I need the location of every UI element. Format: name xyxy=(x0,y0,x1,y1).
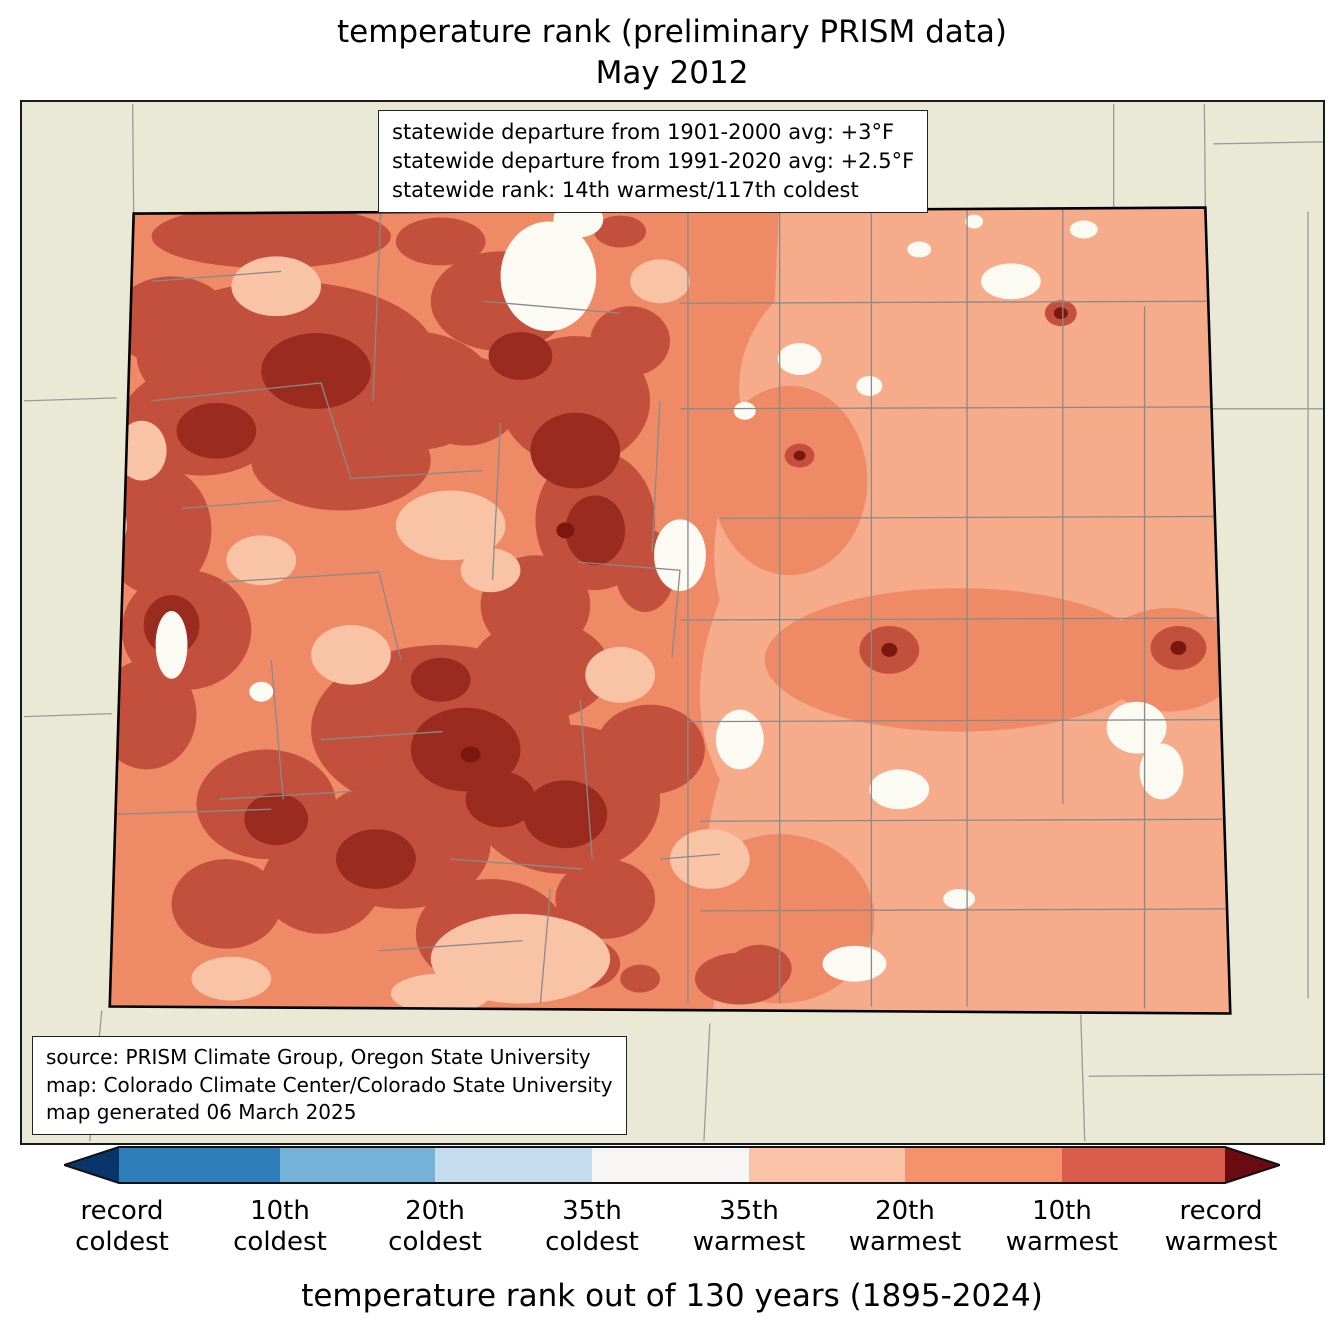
colorbar-segments xyxy=(119,1147,1225,1183)
colorbar-svg xyxy=(60,1146,1284,1184)
source-line-3: map generated 06 March 2025 xyxy=(46,1100,357,1125)
legend-label-35th-coldest: 35th coldest xyxy=(545,1196,639,1257)
state-fill-art xyxy=(109,207,1231,1014)
page-title: temperature rank (preliminary PRISM data… xyxy=(0,12,1344,94)
legend-label-record-warmest: record warmest xyxy=(1164,1196,1278,1257)
source-box: source: PRISM Climate Group, Oregon Stat… xyxy=(32,1036,627,1135)
source-line-2: map: Colorado Climate Center/Colorado St… xyxy=(46,1072,613,1097)
legend-label-record-coldest: record coldest xyxy=(75,1196,169,1257)
stats-line-2: statewide departure from 1991-2020 avg: … xyxy=(392,148,915,173)
county-lines xyxy=(113,207,1229,1009)
legend-label-35th-warmest: 35th warmest xyxy=(692,1196,806,1257)
pale-patches xyxy=(116,256,750,1014)
stats-line-3: statewide rank: 14th warmest/117th colde… xyxy=(392,177,859,202)
colorbar-arrow-left xyxy=(64,1147,119,1183)
title-line-2: May 2012 xyxy=(595,54,749,91)
legend-label-20th-warmest: 20th warmest xyxy=(848,1196,962,1257)
colorado-map xyxy=(22,102,1323,1143)
statewide-stats-box: statewide departure from 1901-2000 avg: … xyxy=(378,110,929,213)
record-warmest-spots xyxy=(460,307,1187,763)
stats-line-1: statewide departure from 1901-2000 avg: … xyxy=(392,120,895,144)
colorbar-caption: temperature rank out of 130 years (1895-… xyxy=(301,1278,1043,1314)
legend-label-10th-warmest: 10th warmest xyxy=(1005,1196,1119,1257)
source-line-1: source: PRISM Climate Group, Oregon Stat… xyxy=(46,1045,591,1069)
legend-label-10th-coldest: 10th coldest xyxy=(233,1196,327,1257)
legend-label-20th-coldest: 20th coldest xyxy=(388,1196,482,1257)
colorbar-arrow-right xyxy=(1225,1147,1280,1183)
title-line-1: temperature rank (preliminary PRISM data… xyxy=(336,14,1007,50)
legend-labels: record coldest 10th coldest 20th coldest… xyxy=(64,1196,1280,1280)
map-frame: statewide departure from 1901-2000 avg: … xyxy=(20,100,1325,1145)
colorbar xyxy=(60,1146,1284,1184)
